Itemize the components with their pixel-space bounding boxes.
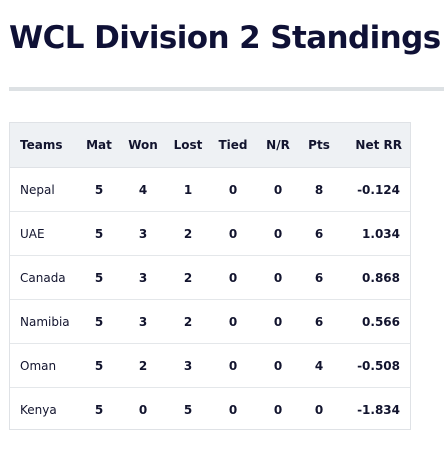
no-result-cell: 0 bbox=[256, 167, 300, 212]
no-result-cell: 0 bbox=[256, 343, 300, 388]
page-title: WCL Division 2 Standings bbox=[9, 20, 441, 56]
no-result-cell: 0 bbox=[256, 299, 300, 344]
won-cell: 3 bbox=[120, 255, 166, 300]
no-result-cell: 0 bbox=[256, 211, 300, 256]
tied-cell: 0 bbox=[210, 211, 256, 256]
points-cell: 0 bbox=[300, 387, 338, 429]
column-header-net-rr: Net RR bbox=[338, 123, 410, 168]
lost-cell: 2 bbox=[166, 299, 210, 344]
matches-cell: 5 bbox=[78, 299, 120, 344]
lost-cell: 2 bbox=[166, 255, 210, 300]
title-divider bbox=[9, 87, 444, 91]
matches-cell: 5 bbox=[78, 387, 120, 429]
net-run-rate-cell: 0.566 bbox=[338, 299, 410, 344]
column-header-pts: Pts bbox=[300, 123, 338, 168]
team-name: Kenya bbox=[10, 387, 78, 429]
table-row: Kenya 5 0 5 0 0 0 -1.834 bbox=[10, 387, 410, 429]
team-name: Namibia bbox=[10, 299, 78, 344]
won-cell: 3 bbox=[120, 299, 166, 344]
won-cell: 2 bbox=[120, 343, 166, 388]
won-cell: 4 bbox=[120, 167, 166, 212]
matches-cell: 5 bbox=[78, 343, 120, 388]
lost-cell: 3 bbox=[166, 343, 210, 388]
points-cell: 6 bbox=[300, 211, 338, 256]
table-row: Namibia 5 3 2 0 0 6 0.566 bbox=[10, 299, 410, 344]
no-result-cell: 0 bbox=[256, 387, 300, 429]
standings-table-container: Teams Mat Won Lost Tied N/R Pts Net RR N… bbox=[9, 122, 411, 430]
tied-cell: 0 bbox=[210, 343, 256, 388]
won-cell: 0 bbox=[120, 387, 166, 429]
net-run-rate-cell: -0.508 bbox=[338, 343, 410, 388]
column-header-teams: Teams bbox=[10, 123, 78, 168]
column-header-mat: Mat bbox=[78, 123, 120, 168]
lost-cell: 1 bbox=[166, 167, 210, 212]
matches-cell: 5 bbox=[78, 255, 120, 300]
table-row: Canada 5 3 2 0 0 6 0.868 bbox=[10, 255, 410, 300]
no-result-cell: 0 bbox=[256, 255, 300, 300]
column-header-won: Won bbox=[120, 123, 166, 168]
column-header-lost: Lost bbox=[166, 123, 210, 168]
tied-cell: 0 bbox=[210, 387, 256, 429]
points-cell: 6 bbox=[300, 255, 338, 300]
lost-cell: 5 bbox=[166, 387, 210, 429]
won-cell: 3 bbox=[120, 211, 166, 256]
points-cell: 8 bbox=[300, 167, 338, 212]
column-header-nr: N/R bbox=[256, 123, 300, 168]
net-run-rate-cell: -1.834 bbox=[338, 387, 410, 429]
tied-cell: 0 bbox=[210, 255, 256, 300]
team-name: Canada bbox=[10, 255, 78, 300]
tied-cell: 0 bbox=[210, 299, 256, 344]
column-header-tied: Tied bbox=[210, 123, 256, 168]
table-row: Oman 5 2 3 0 0 4 -0.508 bbox=[10, 343, 410, 388]
net-run-rate-cell: 1.034 bbox=[338, 211, 410, 256]
net-run-rate-cell: -0.124 bbox=[338, 167, 410, 212]
tied-cell: 0 bbox=[210, 167, 256, 212]
table-row: UAE 5 3 2 0 0 6 1.034 bbox=[10, 211, 410, 256]
net-run-rate-cell: 0.868 bbox=[338, 255, 410, 300]
points-cell: 4 bbox=[300, 343, 338, 388]
table-row: Nepal 5 4 1 0 0 8 -0.124 bbox=[10, 167, 410, 212]
team-name: UAE bbox=[10, 211, 78, 256]
lost-cell: 2 bbox=[166, 211, 210, 256]
standings-table: Teams Mat Won Lost Tied N/R Pts Net RR N… bbox=[10, 123, 410, 429]
team-name: Nepal bbox=[10, 167, 78, 212]
team-name: Oman bbox=[10, 343, 78, 388]
points-cell: 6 bbox=[300, 299, 338, 344]
matches-cell: 5 bbox=[78, 211, 120, 256]
table-header-row: Teams Mat Won Lost Tied N/R Pts Net RR bbox=[10, 123, 410, 168]
matches-cell: 5 bbox=[78, 167, 120, 212]
